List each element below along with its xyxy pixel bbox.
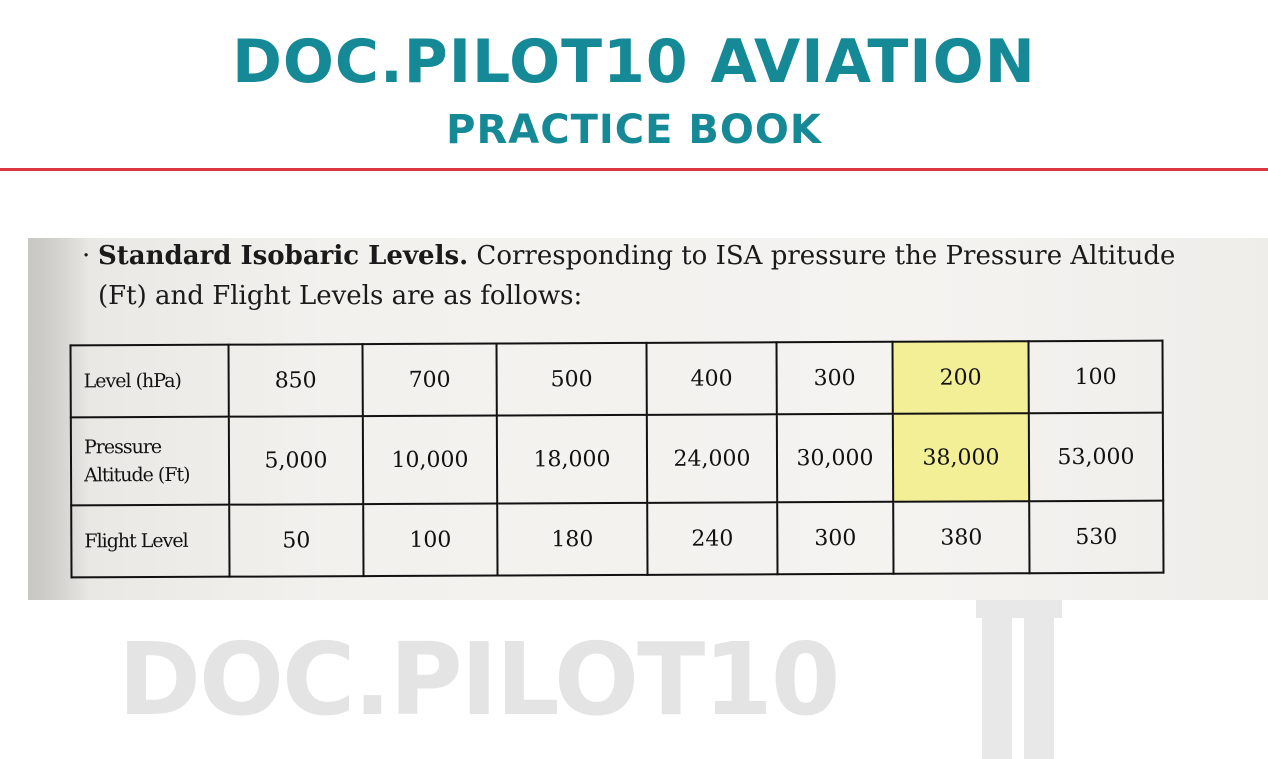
table-cell: 100 — [1028, 340, 1163, 414]
table-cell: 10,000 — [362, 415, 498, 505]
table-cell: 50 — [229, 504, 364, 577]
bullet-dot: · — [82, 241, 91, 271]
intro-paragraph: · Standard Isobaric Levels. Corresponding… — [82, 236, 1208, 316]
watermark-text: DOC.PILOT10 — [118, 621, 840, 738]
table-cell: 53,000 — [1028, 412, 1164, 502]
logo-leg-left — [982, 616, 1012, 759]
intro-text: Corresponding to ISA pressure the Pressu… — [98, 241, 1176, 311]
table-cell-highlighted: 200 — [892, 341, 1029, 414]
table-cell: 700 — [362, 343, 497, 417]
table-cell: 24,000 — [646, 414, 778, 503]
row-header-pressure-altitude: Pressure Altitude (Ft) — [70, 416, 230, 506]
page-fold-shadow — [28, 238, 90, 600]
table-cell: 30,000 — [776, 413, 894, 503]
table-cell: 300 — [777, 501, 894, 575]
table-cell-highlighted: 38,000 — [892, 413, 1030, 502]
table-cell: 240 — [647, 502, 778, 575]
table-cell: 380 — [893, 501, 1030, 574]
table-row-flight-level: Flight Level 50 100 180 240 300 380 530 — [71, 500, 1164, 578]
row-header-flight-level: Flight Level — [71, 504, 230, 578]
table-cell: 300 — [776, 341, 893, 415]
table-cell: 850 — [228, 344, 363, 417]
table-cell: 500 — [496, 342, 647, 416]
table-cell: 400 — [646, 342, 777, 415]
table-row-pressure-altitude: Pressure Altitude (Ft) 5,000 10,000 18,0… — [70, 412, 1164, 506]
logo-bar — [976, 600, 1062, 618]
table-cell: 100 — [363, 503, 498, 577]
table-cell: 180 — [497, 502, 648, 576]
page-photo-background — [28, 238, 1268, 600]
intro-heading: Standard Isobaric Levels. — [98, 241, 469, 271]
header-divider — [0, 168, 1268, 171]
isobaric-levels-table: Level (hPa) 850 700 500 400 300 200 100 … — [69, 340, 1164, 578]
row-header-level-hpa: Level (hPa) — [70, 344, 229, 418]
table-cell: 18,000 — [496, 414, 648, 504]
book-title: DOC.PILOT10 AVIATION — [232, 27, 1036, 97]
table-cell: 5,000 — [228, 416, 364, 505]
table-row-level-hpa: Level (hPa) 850 700 500 400 300 200 100 — [70, 340, 1163, 418]
book-subtitle: PRACTICE BOOK — [446, 107, 822, 153]
table-cell: 530 — [1029, 500, 1164, 574]
logo-leg-right — [1024, 616, 1054, 759]
